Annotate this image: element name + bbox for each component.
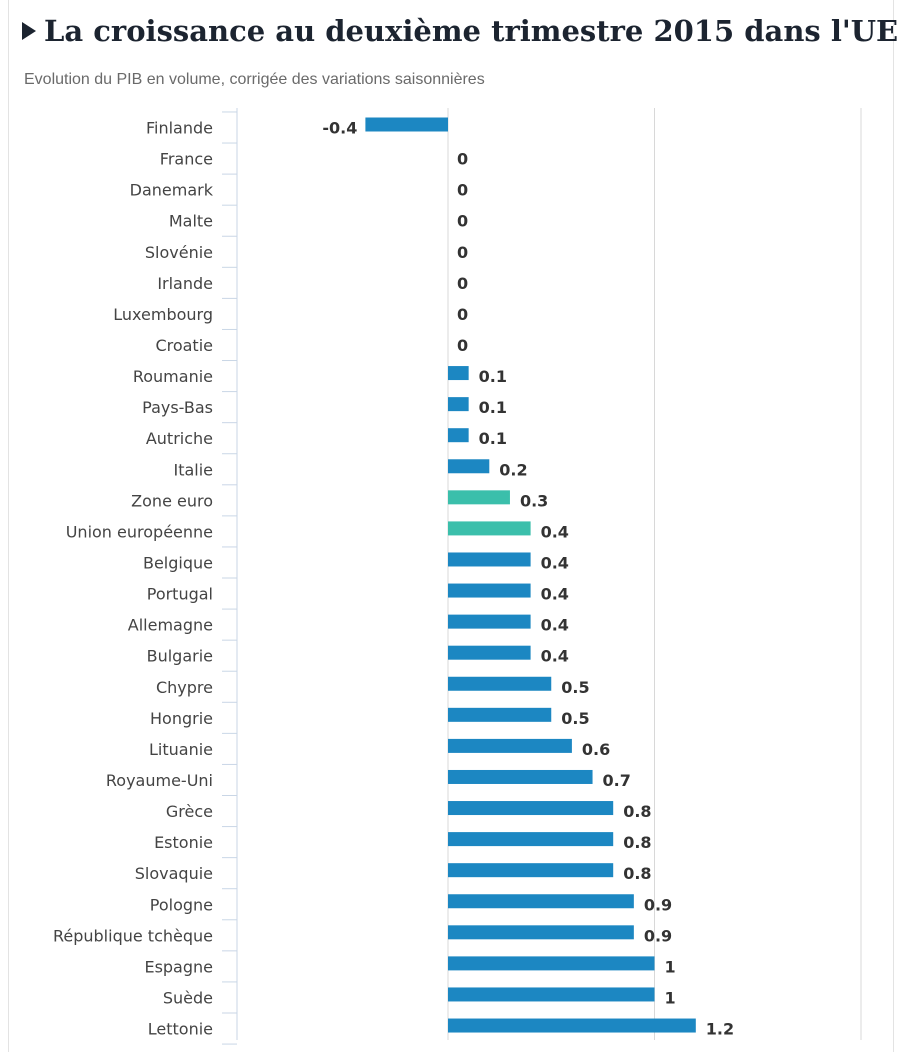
bars <box>365 117 696 1033</box>
value-label: 0 <box>457 336 468 355</box>
value-label: 0.5 <box>561 709 589 728</box>
bar <box>448 801 614 816</box>
category-label: Allemagne <box>128 616 213 635</box>
category-label: Zone euro <box>131 491 213 510</box>
category-label: Lettonie <box>148 1020 213 1039</box>
category-label: Union européenne <box>66 522 213 541</box>
value-label: -0.4 <box>322 119 357 138</box>
triangle-icon <box>22 22 36 40</box>
category-label: Belgique <box>143 553 213 572</box>
value-label: 0.1 <box>479 367 507 386</box>
value-label: 0.2 <box>499 460 527 479</box>
value-label: 0 <box>457 150 468 169</box>
category-label: Irlande <box>157 274 213 293</box>
bar <box>448 894 634 909</box>
category-label: Italie <box>173 460 213 479</box>
value-label: 0.3 <box>520 491 548 510</box>
grid-lines <box>447 108 862 1040</box>
category-label: Royaume-Uni <box>106 771 213 790</box>
chart-frame <box>8 0 894 1052</box>
bar <box>448 832 614 847</box>
category-label: Luxembourg <box>113 305 213 324</box>
category-label: Espagne <box>144 957 213 976</box>
category-label: Malte <box>169 212 213 231</box>
value-label: 0.8 <box>623 864 651 883</box>
value-label: 1 <box>665 957 676 976</box>
value-label: 1.2 <box>706 1020 734 1039</box>
bar <box>448 925 634 940</box>
category-label: Portugal <box>147 585 213 604</box>
value-label: 0.9 <box>644 895 672 914</box>
category-label: Autriche <box>146 429 213 448</box>
value-label: 0.1 <box>479 429 507 448</box>
category-axis <box>222 108 238 1045</box>
bar <box>448 738 572 753</box>
category-label: Danemark <box>130 181 214 200</box>
value-label: 0.6 <box>582 740 610 759</box>
bar <box>448 521 531 536</box>
chart-title-row: La croissance au deuxième trimestre 2015… <box>22 14 898 48</box>
value-label: 0.9 <box>644 926 672 945</box>
category-label: Roumanie <box>133 367 213 386</box>
category-label: République tchèque <box>53 926 213 945</box>
category-label: Grèce <box>166 802 213 821</box>
bar <box>448 428 469 443</box>
value-label: 0 <box>457 243 468 262</box>
category-label: Estonie <box>154 833 213 852</box>
chart-subtitle: Evolution du PIB en volume, corrigée des… <box>24 71 485 88</box>
bar <box>448 1018 696 1033</box>
value-label: 0.8 <box>623 833 651 852</box>
category-label: Hongrie <box>150 709 213 728</box>
value-label: 0.4 <box>541 585 569 604</box>
bar <box>448 490 510 505</box>
category-label: Suède <box>163 988 213 1007</box>
value-label: 0.4 <box>541 616 569 635</box>
category-label: Slovénie <box>145 243 213 262</box>
value-label: 0 <box>457 181 468 200</box>
bar <box>448 769 593 784</box>
category-label: Slovaquie <box>135 864 213 883</box>
value-label: 0.4 <box>541 522 569 541</box>
value-label: 0.8 <box>623 802 651 821</box>
value-label: 0 <box>457 305 468 324</box>
bar <box>448 707 552 722</box>
bar <box>448 676 552 691</box>
value-label: 0 <box>457 212 468 231</box>
value-label: 0 <box>457 274 468 293</box>
value-label: 0.1 <box>479 398 507 417</box>
bar <box>448 366 469 381</box>
bar <box>448 459 490 474</box>
bar <box>448 552 531 567</box>
chart-title: La croissance au deuxième trimestre 2015… <box>44 14 899 48</box>
value-label: 0.4 <box>541 553 569 572</box>
value-label: 0.4 <box>541 647 569 666</box>
category-label: Chypre <box>156 678 213 697</box>
bar <box>365 117 448 132</box>
bar <box>448 614 531 629</box>
category-label: Pologne <box>150 895 213 914</box>
value-label: 0.5 <box>561 678 589 697</box>
bar <box>448 956 655 971</box>
bar <box>448 583 531 598</box>
bar <box>448 987 655 1002</box>
category-label: Croatie <box>155 336 213 355</box>
category-label: Finlande <box>146 119 213 138</box>
bar <box>448 397 469 412</box>
category-label: Pays-Bas <box>142 398 213 417</box>
bar <box>448 645 531 660</box>
value-label: 0.7 <box>603 771 631 790</box>
bar <box>448 863 614 878</box>
category-label: France <box>160 150 213 169</box>
category-label: Bulgarie <box>147 647 213 666</box>
labels: Finlande -0.4 France 0 Danemark 0 Malte 0 Slovén… <box>53 119 734 1039</box>
value-label: 1 <box>665 988 676 1007</box>
category-label: Lituanie <box>149 740 213 759</box>
